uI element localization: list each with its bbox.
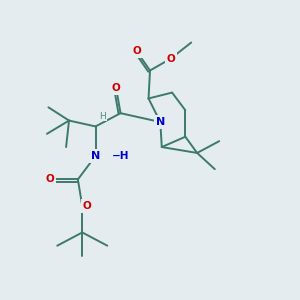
Text: O: O <box>46 174 54 184</box>
Text: O: O <box>132 46 141 56</box>
Text: O: O <box>112 83 121 93</box>
Text: −H: −H <box>112 151 129 161</box>
Text: H: H <box>100 112 106 121</box>
Text: N: N <box>156 117 165 127</box>
Text: O: O <box>82 201 91 211</box>
Text: N: N <box>91 151 100 161</box>
Text: O: O <box>166 54 175 64</box>
